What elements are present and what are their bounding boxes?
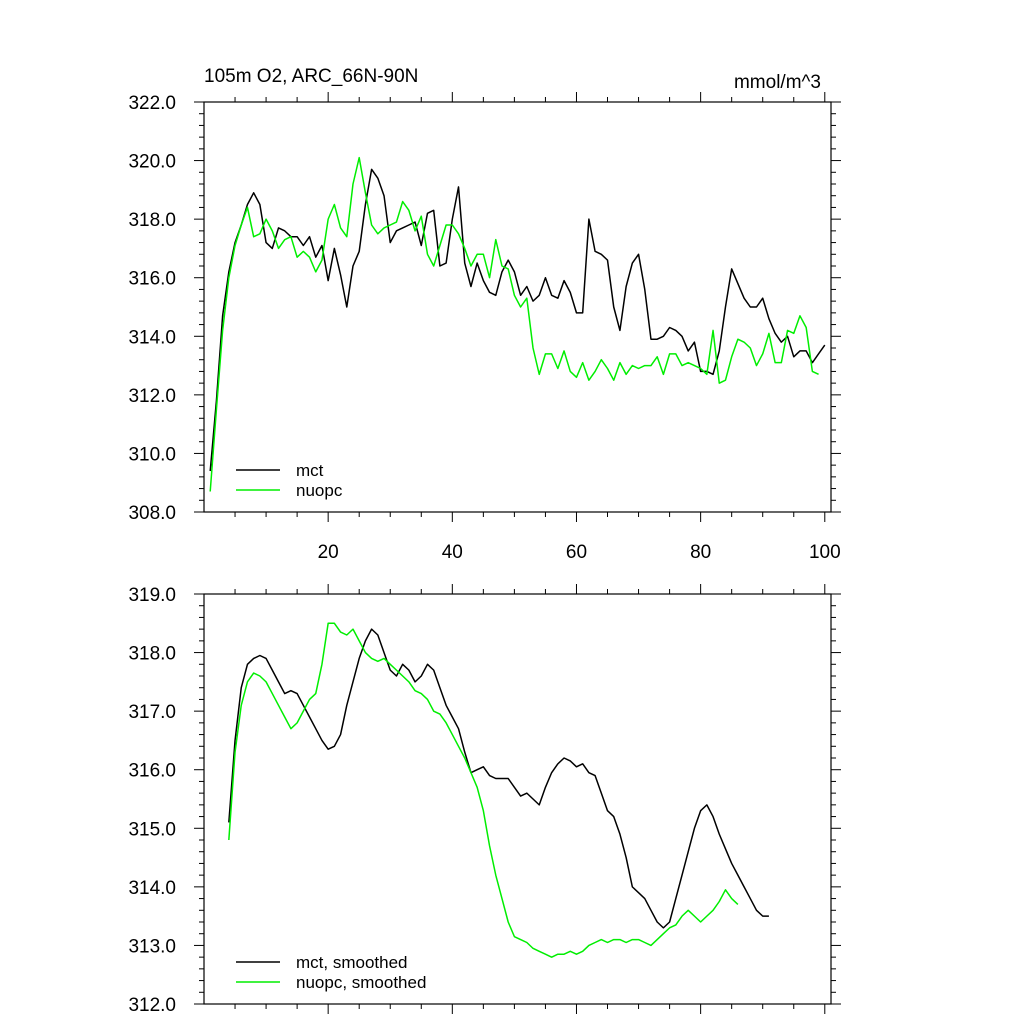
y-tick-label: 314.0: [128, 327, 176, 348]
legend-label: nuopc, smoothed: [296, 973, 426, 992]
x-tick-label: 40: [442, 542, 463, 563]
y-tick-label: 318.0: [128, 210, 176, 231]
y-tick-label: 319.0: [128, 585, 176, 606]
y-tick-label: 316.0: [128, 761, 176, 782]
x-tick-label: 80: [690, 542, 711, 563]
top-panel: 308.0 310.0 312.0 314.0 316.0 318.0 320.0 322.0…: [128, 66, 841, 563]
legend-label: mct: [296, 461, 324, 480]
y-tick-label: 315.0: [128, 819, 176, 840]
series-line-nuopc: [209, 156, 819, 492]
legend-label: mct, smoothed: [296, 953, 408, 972]
x-tick-label: 100: [809, 542, 841, 563]
plot-frame: [203, 101, 832, 513]
y-tick-label: 312.0: [128, 386, 176, 407]
legend-label: nuopc: [296, 481, 343, 500]
bottom-panel: 312.0 313.0 314.0 315.0 316.0 317.0 318.0 319.0…: [128, 584, 841, 1016]
series-line-mct-smoothed: [228, 628, 769, 929]
y-tick-label: 314.0: [128, 878, 176, 899]
y-tick-label: 312.0: [128, 995, 176, 1016]
series-line-mct: [209, 168, 826, 472]
x-tick-label: 60: [566, 542, 587, 563]
x-tick-label: 20: [318, 542, 339, 563]
chart-title: 105m O2, ARC_66N-90N: [204, 66, 418, 87]
plot-frame: [203, 593, 832, 1005]
y-tick-label: 322.0: [128, 93, 176, 114]
y-tick-label: 320.0: [128, 152, 176, 173]
series-line-nuopc-smoothed: [228, 622, 739, 958]
y-tick-label: 318.0: [128, 644, 176, 665]
y-tick-label: 313.0: [128, 936, 176, 957]
y-tick-label: 308.0: [128, 503, 176, 524]
y-tick-label: 310.0: [128, 444, 176, 465]
y-tick-label: 317.0: [128, 702, 176, 723]
units-label: mmol/m^3: [734, 72, 821, 93]
y-tick-label: 316.0: [128, 269, 176, 290]
